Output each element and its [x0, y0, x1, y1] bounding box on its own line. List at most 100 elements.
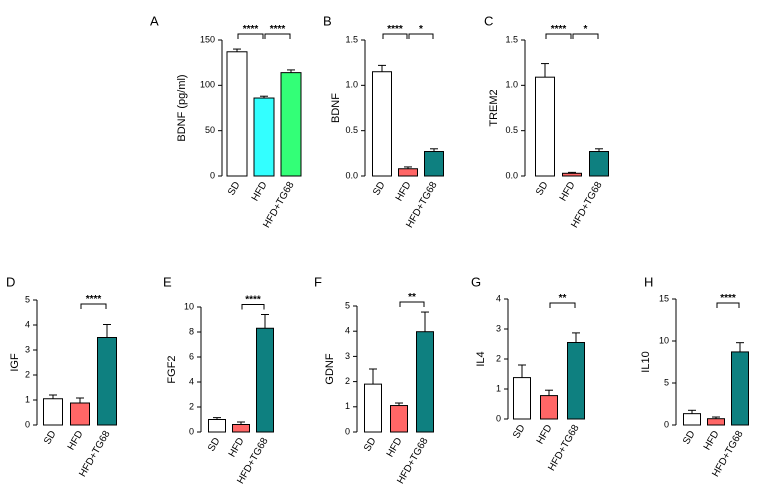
- y-tick-label: 50: [205, 125, 215, 135]
- category-label: HFD: [394, 180, 414, 203]
- bar-hfd: [232, 424, 250, 433]
- significance-label: *: [584, 24, 588, 35]
- y-tick-label: 4: [496, 293, 501, 303]
- y-tick-label: 1.0: [345, 80, 358, 90]
- y-tick-label: 4: [25, 319, 30, 329]
- significance-bracket: [408, 33, 434, 39]
- category-label: HFD: [702, 429, 722, 452]
- significance-bracket: [399, 301, 425, 308]
- significance-bracket: [237, 33, 264, 39]
- significance-bracket: [549, 302, 576, 308]
- category-label: HFD: [66, 429, 86, 452]
- bar-hfd-tg68: [416, 331, 434, 433]
- y-tick-label: 10: [184, 301, 194, 311]
- significance-label: ****: [551, 24, 567, 35]
- significance-bracket: [716, 302, 740, 308]
- y-tick-label: 2: [25, 369, 30, 379]
- bar-hfd-tg68: [256, 327, 274, 433]
- significance-bracket: [80, 303, 107, 309]
- significance-label: **: [408, 292, 416, 303]
- y-axis-title: BDNF: [330, 93, 342, 123]
- y-tick-label: 10: [659, 335, 669, 345]
- bar-hfd-tg68: [567, 342, 585, 420]
- y-tick-label: 1: [345, 401, 350, 411]
- bar-hfd-tg68: [280, 72, 302, 177]
- category-label: HFD: [227, 436, 247, 459]
- category-label: SD: [206, 436, 222, 454]
- bar-hfd: [70, 402, 90, 426]
- bar-hfd-tg68: [97, 337, 117, 426]
- bar-sd: [226, 51, 248, 177]
- y-tick-label: 5: [664, 377, 669, 387]
- y-tick-label: 6: [189, 351, 194, 361]
- bar-sd: [513, 377, 531, 420]
- category-label: SD: [681, 429, 697, 447]
- bar-sd: [683, 413, 701, 426]
- y-axis-title: TREM2: [488, 89, 500, 126]
- category-label: HFD: [558, 180, 578, 203]
- y-tick-label: 0: [345, 426, 350, 436]
- category-label: HFD: [535, 423, 555, 446]
- y-tick-label: 100: [200, 80, 215, 90]
- category-label: SD: [362, 436, 378, 454]
- significance-label: ****: [720, 293, 736, 304]
- y-tick-label: 15: [659, 293, 669, 303]
- bar-hfd: [562, 172, 582, 177]
- y-axis-title: IL10: [640, 351, 652, 372]
- y-tick-label: 1: [496, 383, 501, 393]
- y-tick-label: 1: [25, 394, 30, 404]
- y-tick-label: 3: [496, 323, 501, 333]
- y-axis-title: GDNF: [324, 353, 336, 384]
- bar-hfd: [390, 405, 408, 433]
- significance-label: ****: [245, 295, 261, 306]
- y-tick-label: 1.0: [505, 80, 518, 90]
- y-axis-title: IGF: [9, 353, 21, 372]
- panel-label: G: [471, 275, 481, 290]
- y-tick-label: 4: [345, 326, 350, 336]
- bar-sd: [372, 71, 392, 177]
- bar-hfd: [253, 97, 275, 177]
- bar-hfd: [398, 168, 418, 177]
- y-tick-label: 2: [345, 376, 350, 386]
- y-tick-label: 0: [496, 413, 501, 423]
- y-tick-label: 1.5: [505, 34, 518, 44]
- significance-bracket: [264, 33, 291, 39]
- y-tick-label: 150: [200, 34, 215, 44]
- bar-sd: [208, 419, 226, 433]
- y-tick-label: 0.0: [505, 170, 518, 180]
- significance-label: ****: [270, 24, 286, 35]
- bar-hfd: [707, 418, 725, 426]
- y-axis-title: BDNF (pg/ml): [176, 74, 188, 141]
- y-tick-label: 2: [496, 353, 501, 363]
- panel-label: E: [163, 275, 172, 290]
- significance-bracket: [382, 33, 408, 39]
- y-axis-title: IL4: [475, 351, 487, 366]
- significance-bracket: [545, 33, 572, 39]
- category-label: HFD: [250, 180, 270, 203]
- y-tick-label: 2: [189, 401, 194, 411]
- y-tick-label: 0.0: [345, 170, 358, 180]
- y-tick-label: 1.5: [345, 34, 358, 44]
- y-tick-label: 5: [25, 294, 30, 304]
- category-label: SD: [371, 180, 387, 198]
- y-tick-label: 0.5: [505, 125, 518, 135]
- bar-hfd-tg68: [731, 351, 749, 426]
- y-tick-label: 0.5: [345, 125, 358, 135]
- y-tick-label: 8: [189, 326, 194, 336]
- bar-hfd-tg68: [424, 151, 444, 177]
- category-label: SD: [42, 429, 58, 447]
- bar-sd: [43, 398, 63, 426]
- y-tick-label: 4: [189, 376, 194, 386]
- bar-hfd: [540, 395, 558, 420]
- significance-label: ****: [86, 294, 102, 305]
- significance-bracket: [572, 33, 599, 39]
- panel-label: B: [323, 14, 332, 29]
- y-tick-label: 3: [25, 344, 30, 354]
- y-tick-label: 0: [189, 426, 194, 436]
